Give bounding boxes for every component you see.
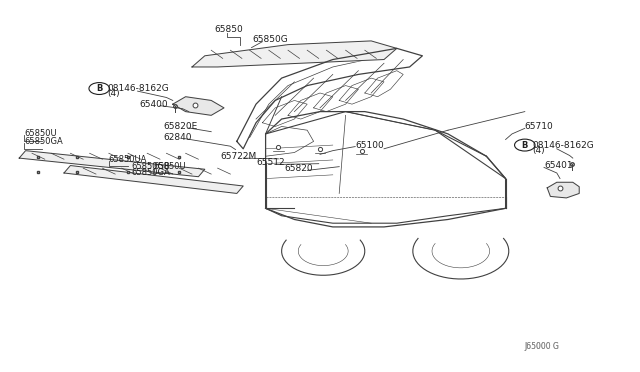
Polygon shape xyxy=(64,166,243,193)
Text: 65850GA: 65850GA xyxy=(24,137,63,146)
Text: 65850UA: 65850UA xyxy=(109,155,147,164)
Text: 65722M: 65722M xyxy=(221,153,257,161)
Text: B: B xyxy=(96,84,102,93)
Text: (4): (4) xyxy=(532,146,545,155)
Text: J65000 G: J65000 G xyxy=(525,342,559,351)
Polygon shape xyxy=(19,151,205,177)
Text: 65710: 65710 xyxy=(525,122,554,131)
Text: 65850: 65850 xyxy=(214,25,243,34)
Text: 65100: 65100 xyxy=(355,141,384,150)
Text: 65820E: 65820E xyxy=(163,122,198,131)
Text: 65850GA: 65850GA xyxy=(131,168,170,177)
Polygon shape xyxy=(192,41,397,67)
Text: 65820: 65820 xyxy=(284,164,313,173)
Text: (4): (4) xyxy=(108,89,120,98)
Text: 65512: 65512 xyxy=(256,158,285,167)
Text: 08146-8162G: 08146-8162G xyxy=(532,141,594,150)
Text: J65000 G: J65000 G xyxy=(525,342,559,351)
Polygon shape xyxy=(547,182,579,198)
Text: 65850G: 65850G xyxy=(253,35,289,44)
Text: 65850U: 65850U xyxy=(154,162,186,171)
Text: 08146-8162G: 08146-8162G xyxy=(108,84,169,93)
Polygon shape xyxy=(173,97,224,115)
Text: 62840: 62840 xyxy=(163,133,192,142)
Text: 65850GB: 65850GB xyxy=(131,162,170,171)
Text: 65401: 65401 xyxy=(544,161,573,170)
Text: 65850U: 65850U xyxy=(24,129,57,138)
Text: B: B xyxy=(522,141,528,150)
Text: 65400: 65400 xyxy=(140,100,168,109)
